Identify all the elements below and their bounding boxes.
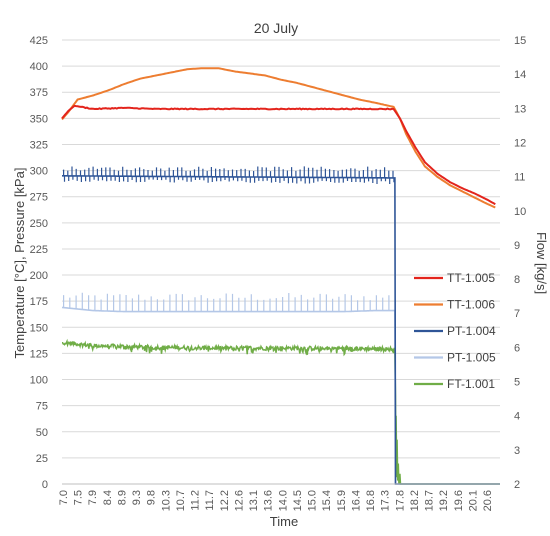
- left-y-tick-label: 425: [30, 35, 48, 47]
- left-y-tick-label: 125: [30, 348, 48, 360]
- series-line-ft-1-001: [61, 338, 500, 485]
- x-tick-label: 9.8: [146, 490, 158, 505]
- right-y-tick-label: 15: [514, 35, 526, 47]
- x-tick-label: 8.9: [116, 490, 128, 505]
- x-tick-label: 13.1: [248, 490, 260, 511]
- legend-label: TT-1.005: [447, 271, 495, 285]
- x-tick-label: 16.8: [365, 490, 377, 511]
- left-y-tick-label: 375: [30, 87, 48, 99]
- x-tick-label: 15.0: [307, 490, 319, 511]
- x-tick-label: 19.6: [453, 490, 465, 511]
- left-y-tick-label: 250: [30, 218, 48, 230]
- left-y-tick-label: 0: [42, 479, 48, 491]
- x-tick-label: 8.4: [102, 490, 114, 505]
- x-tick-label: 18.7: [424, 490, 436, 511]
- left-y-tick-label: 275: [30, 192, 48, 204]
- left-y-tick-label: 50: [36, 427, 48, 439]
- x-tick-label: 18.2: [409, 490, 421, 511]
- legend-label: TT-1.006: [447, 298, 495, 312]
- series-line-tt-1-005: [61, 104, 496, 206]
- right-y-tick-label: 3: [514, 445, 520, 457]
- x-tick-label: 10.7: [175, 490, 187, 511]
- left-y-tick-label: 225: [30, 244, 48, 256]
- x-tick-label: 11.2: [190, 490, 202, 511]
- x-tick-label: 10.3: [160, 490, 172, 511]
- left-y-tick-label: 175: [30, 296, 48, 308]
- left-y-tick-label: 200: [30, 270, 48, 282]
- left-y-tick-label: 100: [30, 375, 48, 387]
- legend: TT-1.005 TT-1.006 PT-1.004 PT-1.005 FT-1.001: [414, 271, 496, 391]
- right-y-tick-label: 9: [514, 240, 520, 252]
- x-tick-label: 7.0: [58, 490, 70, 505]
- chart-title: 20 July: [254, 20, 298, 36]
- legend-label: PT-1.004: [447, 324, 496, 338]
- left-y-axis-title: Temperature [°C], Pressure [kPa]: [12, 168, 27, 359]
- right-y-tick-label: 8: [514, 274, 520, 286]
- axes: 0255075100125150175200225250275300325350…: [30, 35, 527, 511]
- right-y-tick-label: 11: [514, 172, 525, 184]
- right-y-tick-label: 7: [514, 308, 520, 320]
- x-tick-label: 15.9: [336, 490, 348, 511]
- right-y-tick-label: 14: [514, 69, 526, 81]
- x-tick-label: 13.6: [263, 490, 275, 511]
- x-tick-label: 17.3: [380, 490, 392, 511]
- x-tick-label: 20.1: [467, 490, 479, 511]
- series-spikes-pt-1-005: [63, 292, 396, 312]
- series-line-tt-1-006: [61, 67, 496, 209]
- x-tick-label: 12.6: [233, 490, 245, 511]
- right-y-tick-label: 2: [514, 479, 520, 491]
- left-y-tick-label: 400: [30, 61, 48, 73]
- right-y-axis-title: Flow [kg/s]: [534, 232, 549, 294]
- left-y-tick-label: 325: [30, 139, 48, 151]
- x-axis-title: Time: [270, 514, 298, 529]
- x-tick-label: 7.9: [87, 490, 99, 505]
- right-y-tick-label: 5: [514, 377, 520, 389]
- series-layer: [61, 67, 500, 485]
- right-y-tick-label: 4: [514, 411, 520, 423]
- x-tick-label: 7.5: [73, 490, 85, 505]
- gridlines: [62, 39, 500, 485]
- right-y-tick-label: 13: [514, 103, 526, 115]
- x-tick-label: 17.8: [394, 490, 406, 511]
- right-y-tick-label: 6: [514, 342, 520, 354]
- x-tick-label: 19.2: [438, 490, 450, 511]
- left-y-tick-label: 150: [30, 322, 48, 334]
- series-line-pt-1-005: [61, 306, 500, 485]
- legend-label: FT-1.001: [447, 377, 495, 391]
- left-y-tick-label: 350: [30, 113, 48, 125]
- left-y-tick-label: 75: [36, 401, 48, 413]
- x-tick-label: 11.7: [204, 490, 216, 511]
- x-tick-label: 16.4: [350, 490, 362, 511]
- legend-label: PT-1.005: [447, 351, 496, 365]
- right-y-tick-label: 12: [514, 137, 526, 149]
- right-y-tick-label: 10: [514, 206, 526, 218]
- series-spikes-pt-1-004: [63, 166, 395, 184]
- x-tick-label: 14.5: [292, 490, 304, 511]
- x-tick-label: 15.4: [321, 490, 333, 511]
- x-tick-label: 12.2: [219, 490, 231, 511]
- x-tick-label: 20.6: [482, 490, 494, 511]
- left-y-tick-label: 300: [30, 166, 48, 178]
- x-tick-label: 14.0: [277, 490, 289, 511]
- x-tick-label: 9.3: [131, 490, 143, 505]
- left-y-tick-label: 25: [36, 453, 48, 465]
